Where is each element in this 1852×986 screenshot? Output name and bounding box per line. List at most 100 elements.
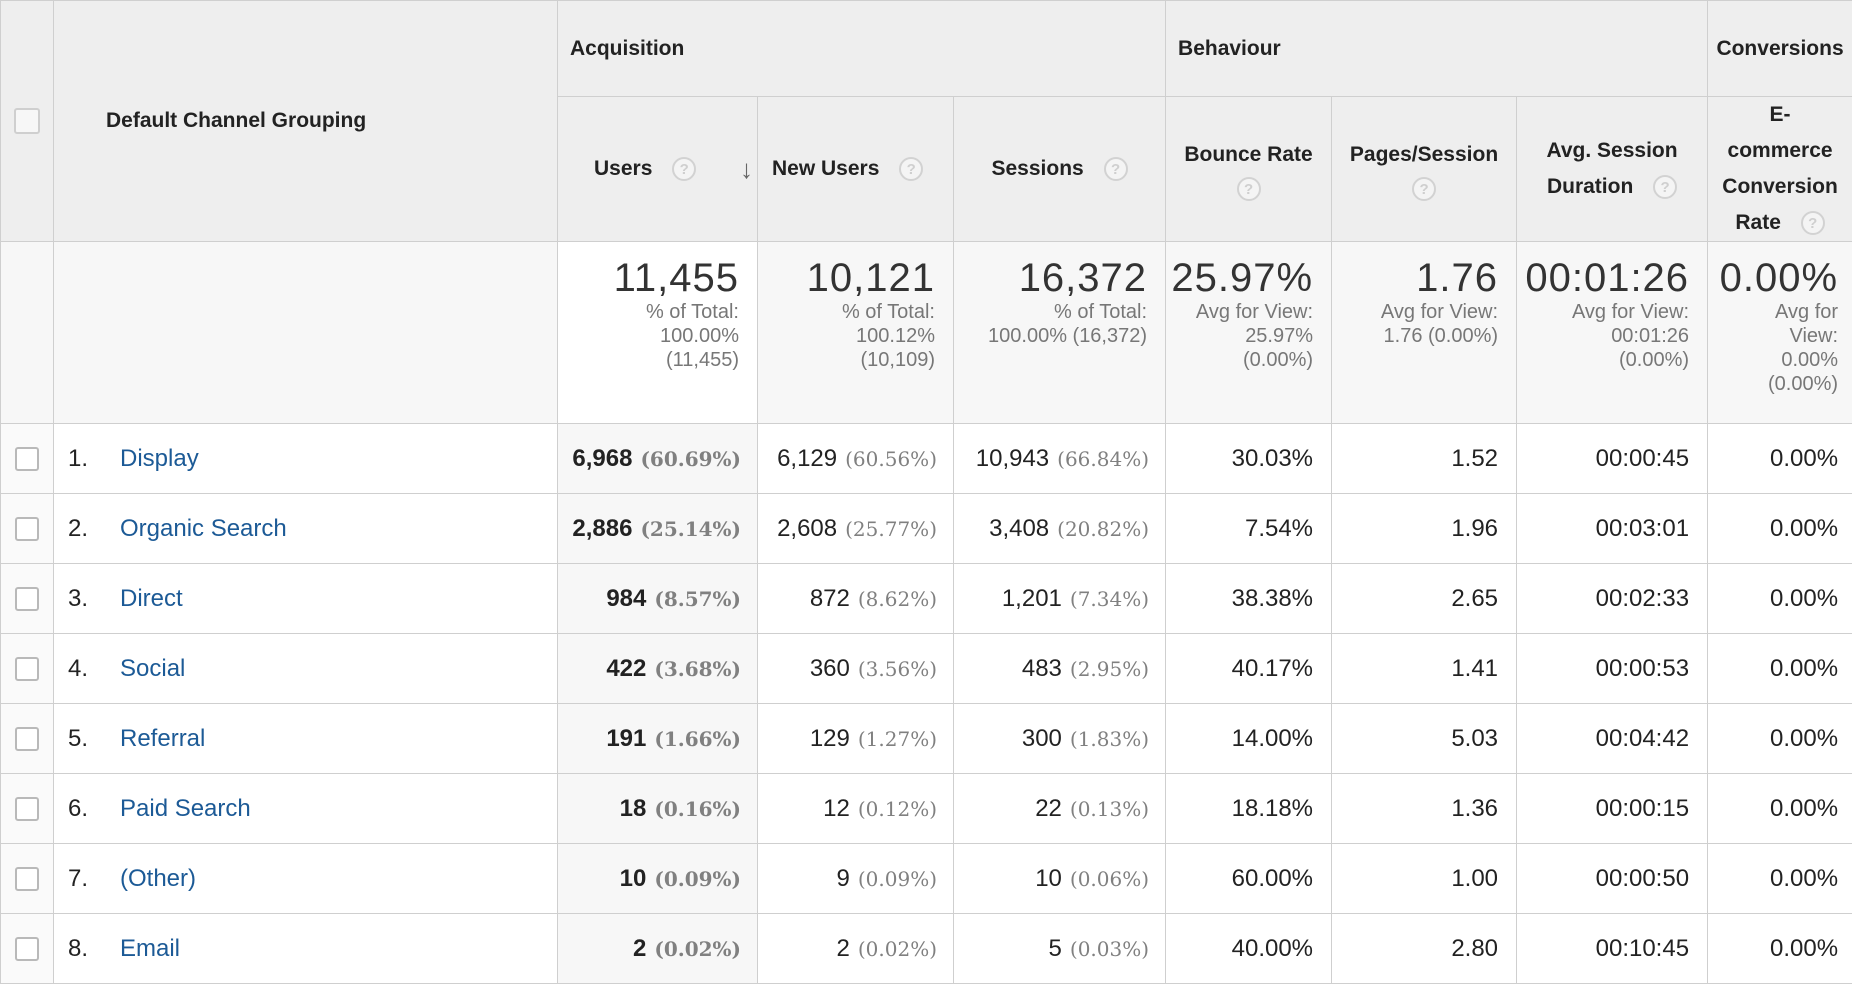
channel-link[interactable]: Social (120, 654, 186, 682)
table-row: 4. Social 422 (3.68%) 360 (3.56%) 483 (2.95%… (0, 633, 1852, 704)
total-sessions-value: 16,372 (1018, 256, 1148, 300)
bounce-rate-cell: 14.00% (1165, 703, 1333, 774)
total-ecommerce-caption-2: View: (1789, 325, 1839, 347)
total-avg-duration-caption: Avg for View: (1571, 301, 1690, 323)
users-cell: 984 (8.57%) (557, 563, 758, 634)
dimension-header[interactable]: Default Channel Grouping (53, 0, 558, 242)
table-row: 1. Display 6,968 (60.69%) 6,129 (60.56%) 10… (0, 423, 1852, 494)
pages-session-cell: 1.00 (1331, 843, 1518, 914)
total-users-base: (11,455) (665, 349, 739, 371)
avg-duration-header-line2: Duration (1546, 175, 1634, 198)
help-icon[interactable]: ? (1653, 175, 1678, 200)
row-checkbox[interactable] (15, 657, 39, 682)
new-users-column-header[interactable]: New Users ? (757, 96, 954, 242)
totals-pages-session: 1.76 Avg for View: 1.76 (0.00%) (1331, 241, 1518, 424)
help-icon[interactable]: ? (672, 157, 697, 182)
row-select-cell (0, 633, 54, 704)
ecommerce-rate-cell: 0.00% (1707, 843, 1852, 914)
bounce-rate-column-header[interactable]: Bounce Rate ? (1165, 96, 1333, 242)
users-column-header[interactable]: Users ? ↓ (557, 96, 758, 242)
total-sessions-percent: 100.00% (16,372) (988, 325, 1148, 347)
help-icon[interactable]: ? (1800, 211, 1825, 236)
help-icon[interactable]: ? (899, 157, 924, 182)
channel-link[interactable]: Email (120, 934, 181, 962)
total-ecommerce-value: 0.00% (1719, 256, 1839, 300)
new-users-value: 360 (809, 654, 850, 682)
new-users-cell: 129 (1.27%) (757, 703, 954, 774)
sessions-cell: 5 (0.03%) (952, 913, 1167, 984)
sessions-header-label: Sessions (991, 157, 1084, 180)
bounce-rate-cell: 30.03% (1165, 423, 1333, 494)
table-row: 3. Direct 984 (8.57%) 872 (8.62%) 1,201 (7.3… (0, 563, 1852, 634)
row-checkbox[interactable] (15, 447, 39, 472)
ecommerce-rate-cell: 0.00% (1707, 423, 1852, 494)
avg-duration-header-line1: Avg. Session (1546, 139, 1678, 162)
ecommerce-header-line2: commerce (1727, 139, 1833, 162)
help-icon[interactable]: ? (1236, 177, 1261, 201)
users-cell: 191 (1.66%) (557, 703, 758, 774)
table-row: 8. Email 2 (0.02%) 2 (0.02%) 5 (0.03%) 40.00… (0, 913, 1852, 984)
select-all-checkbox[interactable] (14, 108, 40, 134)
row-checkbox[interactable] (15, 937, 39, 962)
totals-users: 11,455 % of Total: 100.00% (11,455) (557, 241, 758, 424)
total-sessions-caption: % of Total: (1054, 301, 1148, 323)
bounce-rate-cell: 38.38% (1165, 563, 1333, 634)
channel-link[interactable]: Organic Search (120, 514, 287, 542)
channel-link[interactable]: Display (120, 444, 199, 472)
total-bounce-rate-caption: Avg for View: (1195, 301, 1314, 323)
sessions-cell: 22 (0.13%) (952, 773, 1167, 844)
channel-cell: 7. (Other) (53, 843, 558, 914)
users-header-label: Users (594, 157, 653, 180)
sessions-column-header[interactable]: Sessions ? (952, 96, 1167, 242)
total-ecommerce-diff: (0.00%) (1768, 373, 1839, 395)
row-checkbox[interactable] (15, 727, 39, 752)
users-cell: 6,968 (60.69%) (557, 423, 758, 494)
new-users-percent: (8.62%) (857, 586, 937, 611)
users-percent: (0.02%) (654, 936, 741, 961)
total-avg-duration-value: 00:01:26 (1525, 256, 1690, 300)
sessions-value: 10,943 (975, 444, 1050, 472)
total-pages-session-caption: Avg for View: (1380, 301, 1499, 323)
bounce-rate-cell: 40.17% (1165, 633, 1333, 704)
channel-link[interactable]: (Other) (120, 864, 197, 892)
totals-row: 11,455 % of Total: 100.00% (11,455) 10,1… (0, 241, 1852, 424)
avg-duration-cell: 00:00:53 (1516, 633, 1709, 704)
row-rank: 2. (68, 514, 89, 542)
channel-link[interactable]: Paid Search (120, 794, 251, 822)
ecommerce-conversion-rate-column-header[interactable]: E- commerce Conversion Rate ? (1707, 96, 1852, 242)
pages-session-column-header[interactable]: Pages/Session ? (1331, 96, 1518, 242)
table-row: 6. Paid Search 18 (0.16%) 12 (0.12%) 22 (0.1… (0, 773, 1852, 844)
users-cell: 10 (0.09%) (557, 843, 758, 914)
row-rank: 6. (68, 794, 89, 822)
channel-link[interactable]: Referral (120, 724, 206, 752)
row-checkbox[interactable] (15, 867, 39, 892)
row-rank: 5. (68, 724, 89, 752)
users-percent: (8.57%) (654, 586, 741, 611)
help-icon[interactable]: ? (1103, 157, 1128, 182)
ecommerce-rate-cell: 0.00% (1707, 773, 1852, 844)
totals-ecommerce: 0.00% Avg for View: 0.00% (0.00%) (1707, 241, 1852, 424)
row-rank: 7. (68, 864, 89, 892)
sessions-value: 10 (1035, 864, 1062, 892)
row-select-cell (0, 563, 54, 634)
sessions-cell: 10,943 (66.84%) (952, 423, 1167, 494)
row-select-cell (0, 913, 54, 984)
row-checkbox[interactable] (15, 587, 39, 612)
channel-link[interactable]: Direct (120, 584, 183, 612)
row-rank: 4. (68, 654, 89, 682)
sort-descending-icon[interactable]: ↓ (740, 154, 753, 184)
new-users-value: 129 (809, 724, 850, 752)
total-pages-session-value: 1.76 (1416, 256, 1499, 300)
row-checkbox[interactable] (15, 517, 39, 542)
row-checkbox[interactable] (15, 797, 39, 822)
new-users-percent: (0.02%) (857, 936, 937, 961)
total-avg-duration-avg: 00:01:26 (1611, 325, 1690, 347)
ecommerce-header-line3: Conversion (1722, 175, 1838, 198)
help-icon[interactable]: ? (1412, 177, 1437, 201)
new-users-percent: (25.77%) (845, 516, 937, 541)
row-rank: 1. (68, 444, 89, 472)
avg-session-duration-column-header[interactable]: Avg. Session Duration ? (1516, 96, 1709, 242)
new-users-header-label: New Users (772, 157, 880, 180)
users-percent: (0.16%) (654, 796, 741, 821)
pages-session-cell: 1.36 (1331, 773, 1518, 844)
